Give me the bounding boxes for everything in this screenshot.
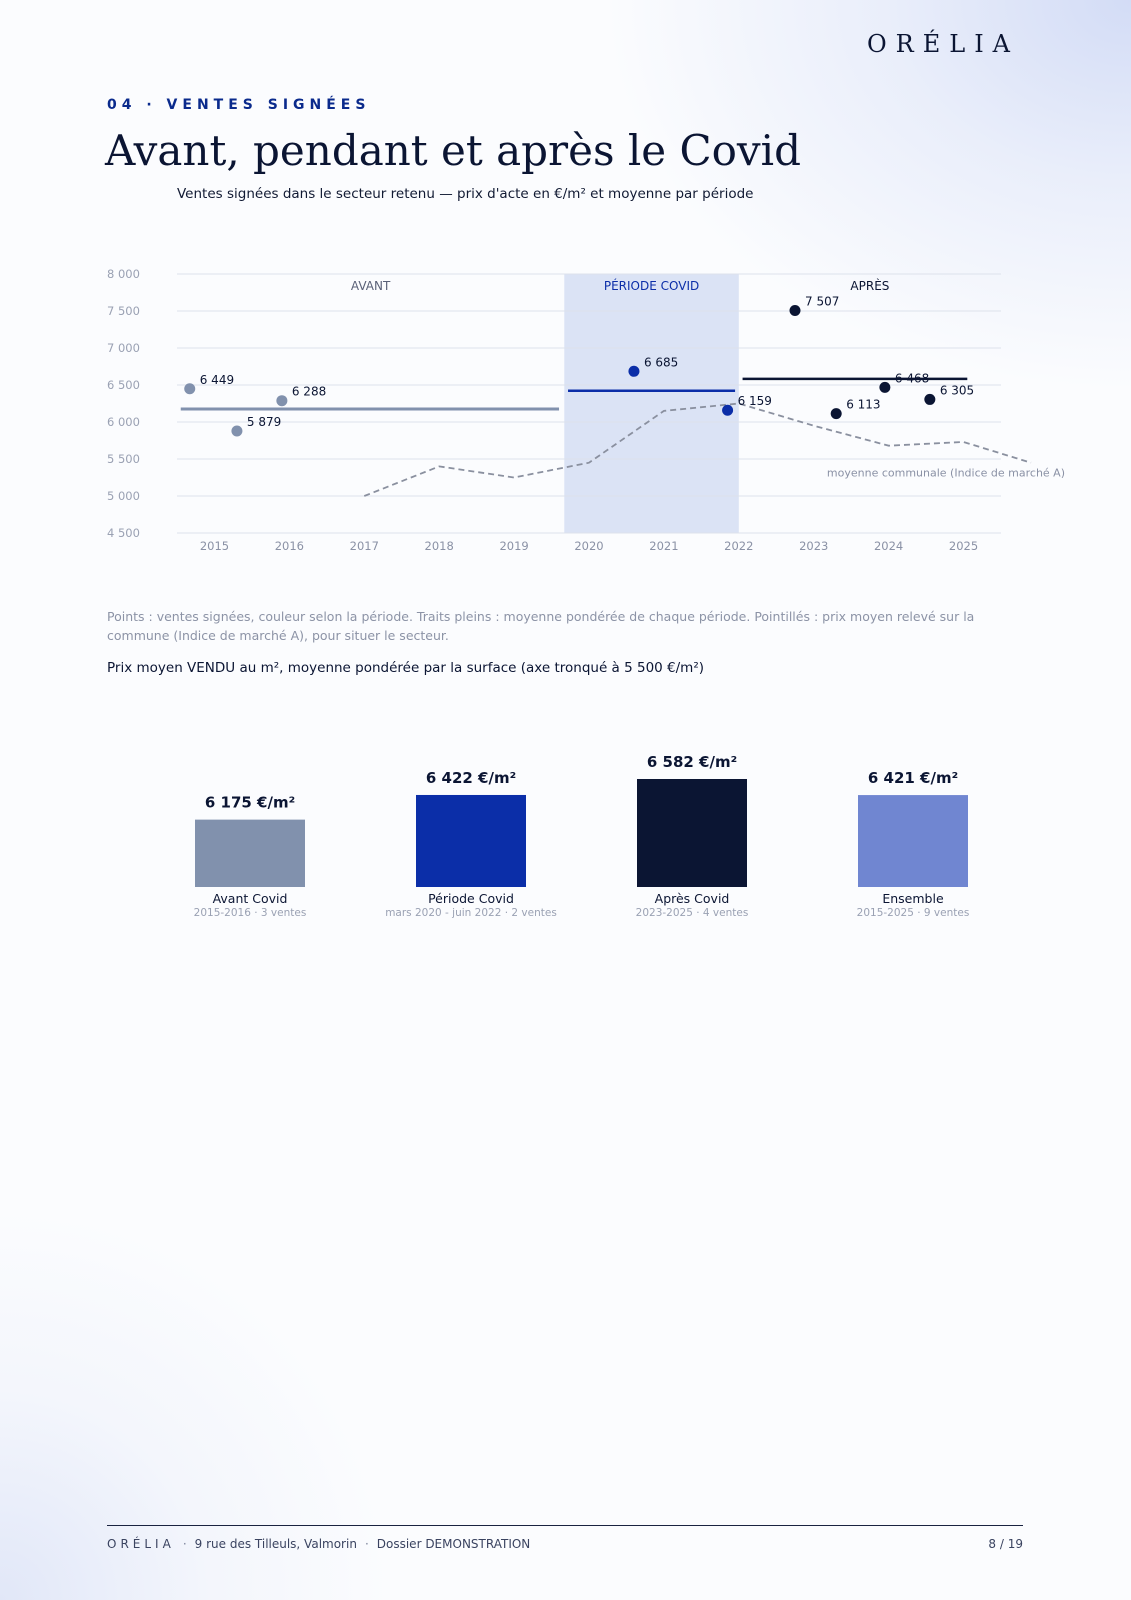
sale-point <box>231 425 243 437</box>
period-label: PÉRIODE COVID <box>604 278 699 293</box>
chart-subtitle: Ventes signées dans le secteur retenu — … <box>177 186 754 202</box>
covid-period-band <box>564 274 739 533</box>
sale-point <box>830 408 842 420</box>
x-tick-label: 2023 <box>799 539 828 553</box>
y-tick-label: 7 500 <box>107 304 140 318</box>
footer-address: 9 rue des Tilleuls, Valmorin <box>194 1537 357 1551</box>
sale-point <box>924 393 936 405</box>
bar-value-label: 6 422 €/m² <box>426 769 516 787</box>
bar-category-label: Ensemble <box>882 891 944 906</box>
sale-point <box>879 381 891 393</box>
sale-point <box>628 365 640 377</box>
brand-logo: ORÉLIA <box>866 30 1019 58</box>
y-tick-label: 4 500 <box>107 526 140 540</box>
footer-divider <box>107 1525 1023 1526</box>
x-tick-label: 2020 <box>574 539 603 553</box>
market-average-line <box>363 402 1032 497</box>
x-tick-label: 2022 <box>724 539 753 553</box>
footer-separator: · <box>182 1537 187 1551</box>
bar-value-label: 6 421 €/m² <box>868 769 958 787</box>
page-footer: ORÉLIA · 9 rue des Tilleuls, Valmorin · Doss… <box>107 1537 1023 1551</box>
sale-point-label: 6 159 <box>738 394 772 408</box>
bar-category-label: Avant Covid <box>213 891 288 906</box>
sale-point-label: 5 879 <box>247 415 281 429</box>
x-tick-label: 2021 <box>649 539 678 553</box>
period-label: AVANT <box>351 279 391 293</box>
sale-point <box>789 304 801 316</box>
market-line-label: moyenne communale (Indice de marché A) <box>827 466 1065 479</box>
y-tick-label: 6 500 <box>107 378 140 392</box>
x-tick-label: 2016 <box>275 539 304 553</box>
footer-brand: ORÉLIA <box>107 1537 175 1551</box>
x-tick-label: 2025 <box>949 539 978 553</box>
period-label: APRÈS <box>850 278 889 293</box>
sale-point <box>184 383 196 395</box>
sale-point-label: 7 507 <box>805 294 839 308</box>
x-tick-label: 2017 <box>350 539 379 553</box>
x-tick-label: 2015 <box>200 539 229 553</box>
y-tick-label: 7 000 <box>107 341 140 355</box>
bar <box>858 795 968 887</box>
chart-legend-note: Points : ventes signées, couleur selon l… <box>107 609 975 643</box>
sale-point-label: 6 685 <box>644 355 678 369</box>
y-tick-label: 8 000 <box>107 267 140 281</box>
bar-value-label: 6 175 €/m² <box>205 794 295 812</box>
charts-canvas: 8 000 7 500 7 000 6 500 6 000 5 500 5 000 4 500… <box>107 267 1065 919</box>
bar-value-label: 6 582 €/m² <box>647 753 737 771</box>
section-eyebrow: 04 · VENTES SIGNÉES <box>107 97 371 113</box>
bar-category-label: Après Covid <box>655 891 730 906</box>
bar <box>195 819 305 887</box>
x-tick-label: 2018 <box>425 539 454 553</box>
bar <box>637 779 747 887</box>
x-tick-label: 2019 <box>499 539 528 553</box>
sale-point <box>276 395 288 407</box>
footer-dossier: Dossier DEMONSTRATION <box>376 1537 531 1551</box>
footer-separator: · <box>364 1537 369 1551</box>
bar-chart-title: Prix moyen VENDU au m², moyenne pondérée… <box>107 660 705 676</box>
y-tick-label: 6 000 <box>107 415 140 429</box>
bar-category-label: Période Covid <box>428 891 514 906</box>
sale-point-label: 6 305 <box>940 383 974 397</box>
sale-point-label: 6 113 <box>846 398 880 412</box>
sale-point-label: 6 468 <box>895 371 929 385</box>
bar <box>416 794 526 887</box>
page-number: 8 / 19 <box>988 1537 1023 1551</box>
y-tick-label: 5 000 <box>107 489 140 503</box>
page-title: Avant, pendant et après le Covid <box>105 126 801 175</box>
sale-point-label: 6 449 <box>200 373 234 387</box>
y-tick-label: 5 500 <box>107 452 140 466</box>
bar-sublabel: 2023-2025 · 4 ventes <box>636 907 749 919</box>
bar-sublabel: 2015-2025 · 9 ventes <box>857 907 970 919</box>
bar-sublabel: mars 2020 - juin 2022 · 2 ventes <box>385 907 557 919</box>
sale-point <box>722 404 734 416</box>
sale-point-label: 6 288 <box>292 385 326 399</box>
x-tick-label: 2024 <box>874 539 903 553</box>
bar-sublabel: 2015-2016 · 3 ventes <box>194 907 307 919</box>
